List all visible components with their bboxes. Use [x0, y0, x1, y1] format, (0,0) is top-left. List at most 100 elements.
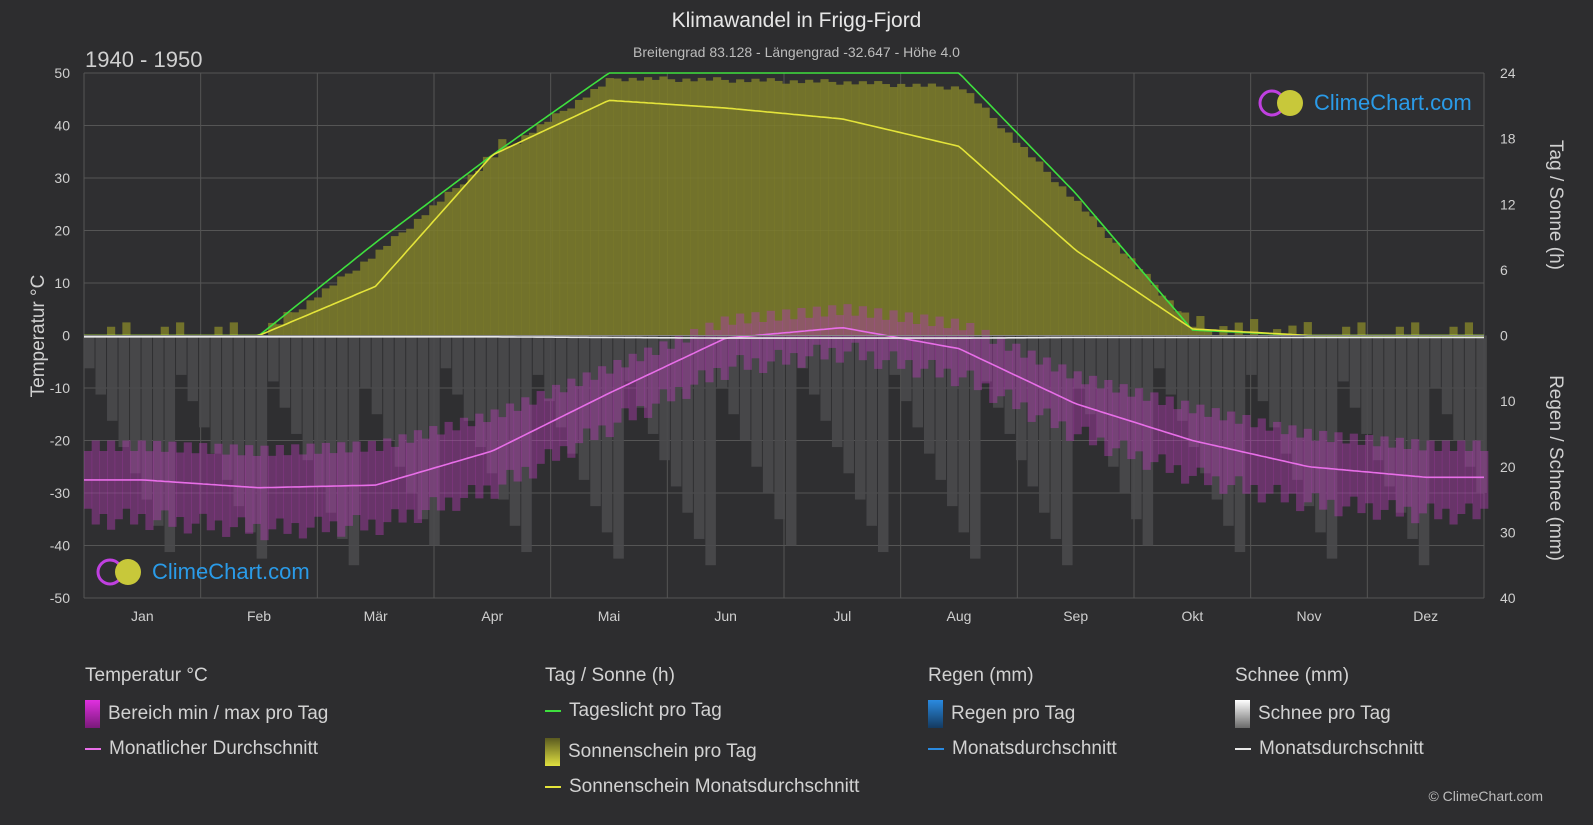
- sunshine-bar: [360, 261, 369, 336]
- legend-label: Regen pro Tag: [951, 703, 1076, 724]
- temp-range-bar: [1357, 444, 1366, 514]
- snow-bar: [866, 335, 877, 526]
- x-tick-month: Jul: [833, 608, 851, 624]
- temp-range-bar: [1050, 371, 1059, 429]
- temp-range-bar: [1219, 420, 1228, 494]
- climate-chart: 50 40 30 20 10 0 -10 -20 -30 -40 -50 Jan Feb Mär Apr Ma…: [28, 65, 1566, 624]
- temp-range-bar: [1142, 400, 1151, 470]
- snow-bar: [233, 335, 245, 507]
- temp-range-bar: [168, 441, 177, 527]
- sunshine-bar: [275, 324, 284, 336]
- temp-range-bar: [1134, 388, 1144, 452]
- snow-bar: [153, 335, 164, 526]
- snow-bar: [739, 335, 751, 441]
- sunshine-bar: [306, 300, 315, 336]
- sunshine-bar: [291, 312, 300, 336]
- legend-temp-head: Temperatur °C: [85, 665, 208, 686]
- sunshine-bar: [1134, 269, 1144, 336]
- temp-range-bar: [651, 354, 660, 404]
- temp-range-bar: [966, 322, 975, 371]
- snow-bar: [371, 335, 383, 415]
- sunshine-bar: [874, 81, 883, 336]
- chart-title: Klimawandel in Frigg-Fjord: [671, 9, 922, 32]
- sunshine-bar: [705, 80, 714, 336]
- temp-range-bar: [344, 452, 353, 526]
- sunshine-bar: [774, 80, 783, 336]
- temp-range-bar: [1035, 364, 1044, 416]
- temp-range-bar: [498, 417, 507, 485]
- temp-range-bar: [858, 306, 867, 361]
- temp-range-bar: [513, 410, 522, 482]
- temp-range-bar: [1480, 451, 1489, 509]
- temp-range-bar: [1326, 442, 1335, 500]
- y-tick-right-top: 24: [1500, 65, 1516, 81]
- sunshine-bar: [858, 81, 867, 336]
- temp-range-bar: [559, 392, 568, 447]
- temp-range-bar: [667, 348, 676, 402]
- temp-range-bar: [582, 372, 591, 429]
- temp-range-bar: [1173, 409, 1182, 466]
- temp-range-bar: [107, 440, 116, 530]
- y-tick-left: -50: [50, 590, 70, 606]
- snow-bar: [854, 335, 866, 500]
- x-tick-month: Apr: [481, 608, 503, 624]
- sunshine-bar: [429, 205, 438, 336]
- snow-bar: [624, 335, 636, 382]
- snow-bar: [1476, 335, 1487, 493]
- logo-bottom[interactable]: ClimeChart.com: [96, 557, 310, 587]
- sunshine-bar: [1065, 196, 1075, 336]
- snow-bar: [325, 335, 337, 513]
- temp-range-bar: [1227, 411, 1236, 486]
- snow-bar: [118, 335, 130, 448]
- x-tick-month: Mai: [598, 608, 621, 624]
- temp-range-bar: [1104, 379, 1113, 457]
- sunshine-bar: [1127, 258, 1136, 336]
- sunshine-bar: [1111, 242, 1121, 336]
- temp-range-bar: [321, 442, 330, 533]
- sunshine-bar: [559, 110, 568, 336]
- sunshine-bar: [1157, 295, 1167, 336]
- sunshine-bar: [1234, 322, 1243, 336]
- logo-top[interactable]: ClimeChart.com: [1258, 88, 1472, 118]
- legend-rain-head: Regen (mm): [928, 665, 1034, 686]
- sunshine-bar: [1204, 329, 1213, 336]
- snow-bar: [314, 335, 325, 487]
- y-tick-left: 50: [54, 65, 70, 81]
- legend-rain-day: Regen pro Tag: [928, 700, 1075, 728]
- snow-bar: [843, 335, 854, 474]
- temp-range-bar: [644, 347, 653, 418]
- temp-range-bar: [459, 417, 469, 498]
- sunshine-bar: [636, 80, 645, 336]
- legend-rain-avg: Monatsdurchschnitt: [928, 738, 1117, 760]
- legend-sun-head: Tag / Sonne (h): [545, 665, 675, 686]
- sunshine-bar: [367, 258, 377, 336]
- snow-bar: [797, 335, 808, 369]
- sunshine-bar: [835, 84, 844, 336]
- snow-bar: [1085, 335, 1096, 415]
- snow-bar: [820, 335, 831, 421]
- sunshine-bar: [452, 188, 461, 336]
- snow-bar: [1211, 335, 1223, 500]
- temp-range-bar: [989, 343, 998, 403]
- sunshine-bar: [667, 79, 676, 336]
- x-tick-month: Okt: [1181, 608, 1203, 624]
- temp-range-bar: [429, 426, 438, 498]
- legend-sunshine: Sonnenschein pro Tag: [545, 738, 757, 766]
- sunshine-bar: [490, 157, 499, 336]
- temp-range-bar: [398, 434, 407, 523]
- sunshine-bar: [958, 89, 967, 336]
- snow-bar: [383, 335, 394, 441]
- sunshine-bar: [912, 83, 921, 336]
- temp-range-bar: [912, 323, 921, 378]
- legend-temp-avg: Monatlicher Durchschnitt: [85, 738, 318, 760]
- sunshine-bar: [521, 135, 530, 336]
- snow-bar: [1361, 335, 1372, 434]
- snow-avg-line: [84, 336, 1484, 339]
- temp-range-bar: [337, 442, 346, 537]
- sunshine-bar: [513, 143, 522, 336]
- snow-bar: [463, 335, 475, 421]
- temp-range-bar: [943, 328, 952, 369]
- temp-range-bar: [897, 321, 906, 369]
- temp-range-bar: [981, 329, 990, 384]
- temp-range-bar: [1088, 375, 1098, 446]
